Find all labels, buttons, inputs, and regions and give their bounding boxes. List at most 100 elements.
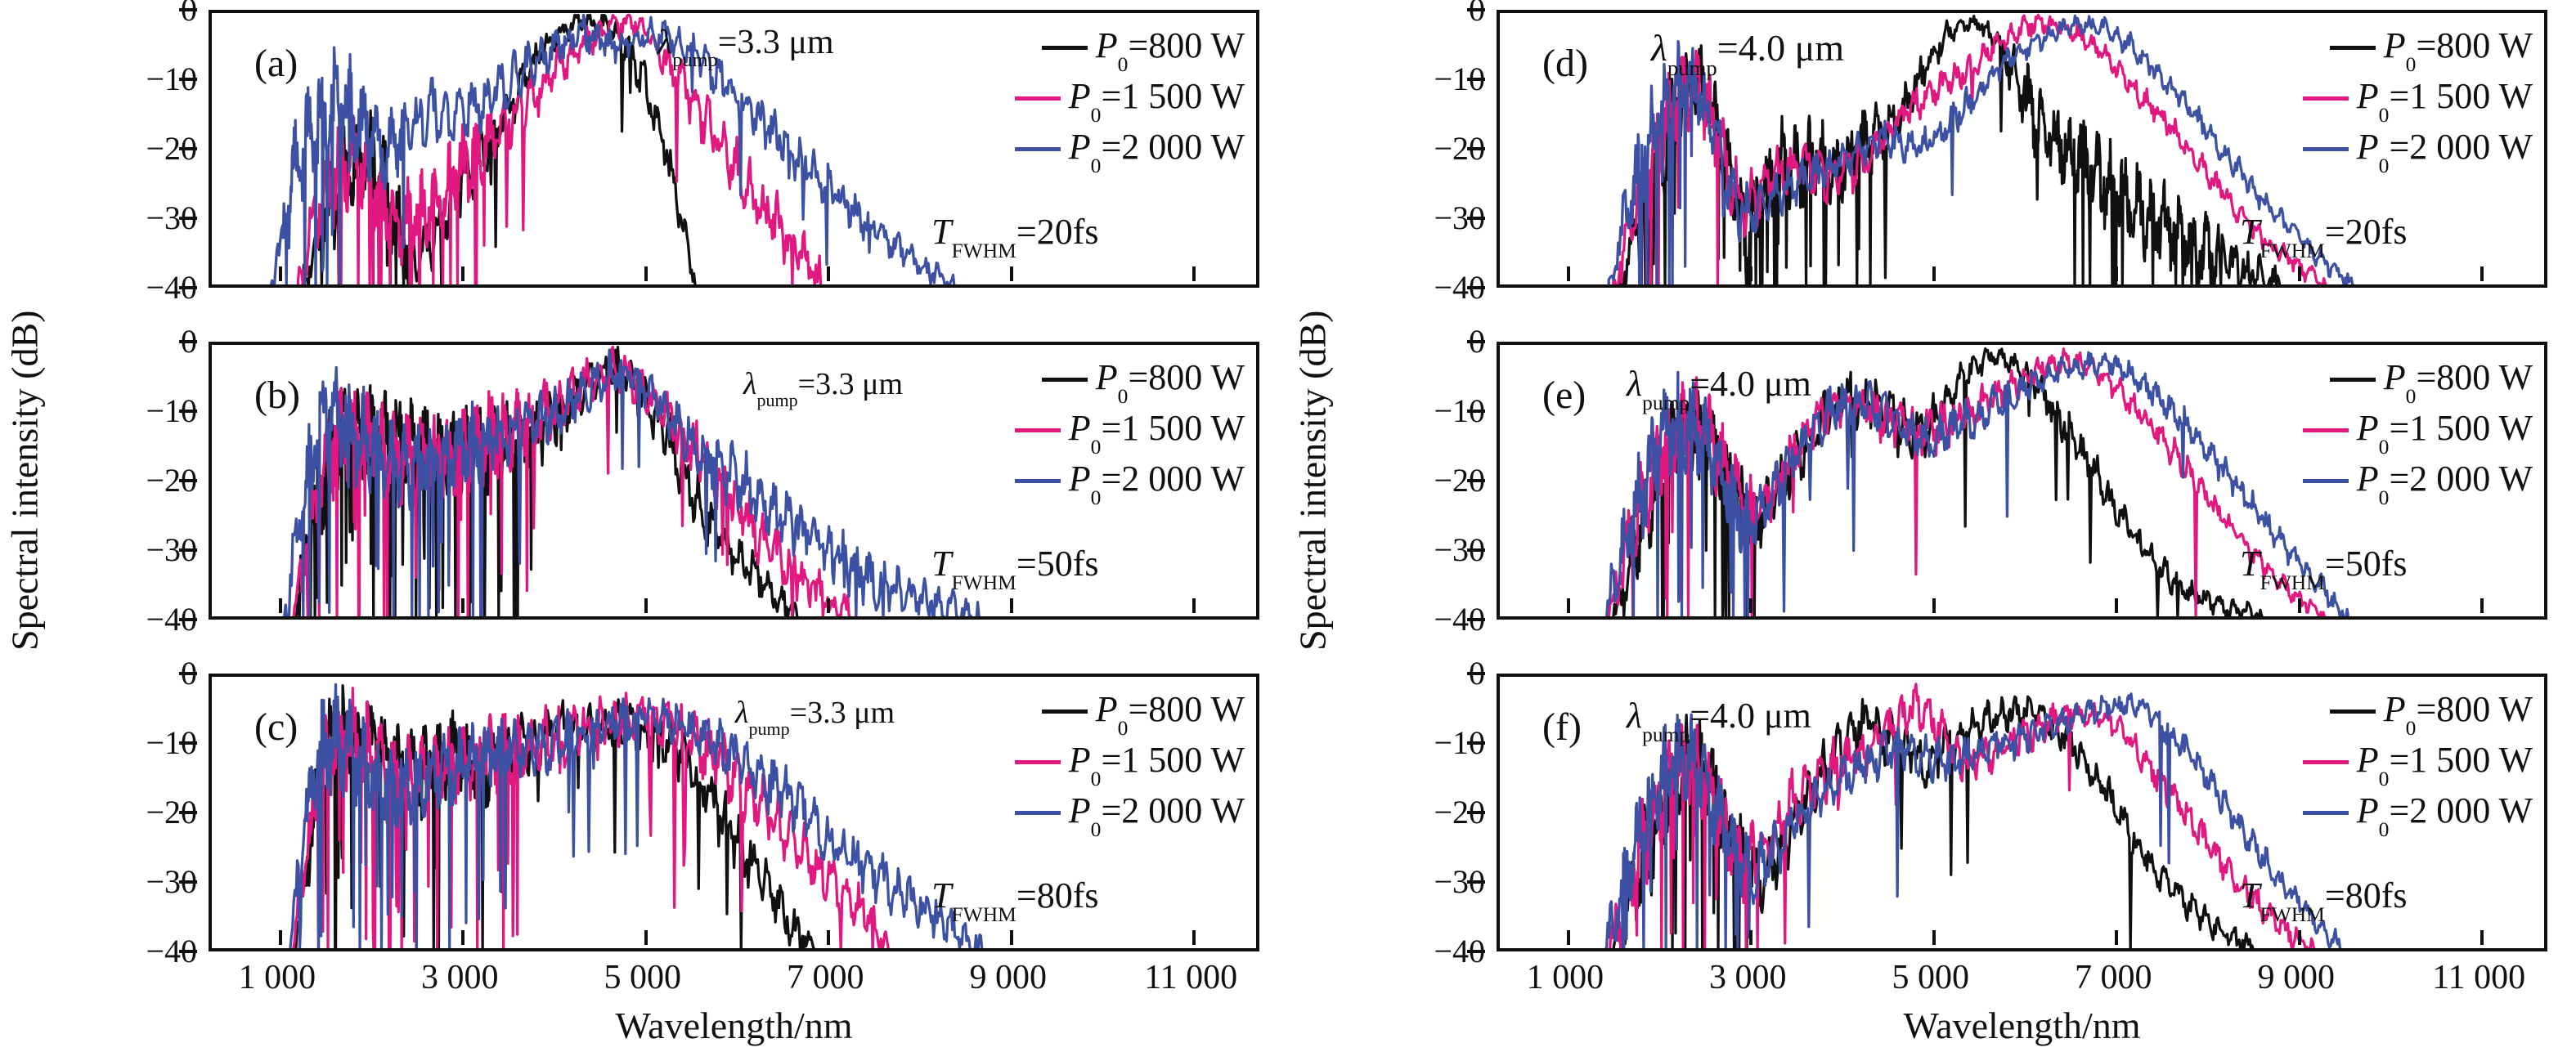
legend-symbol: P bbox=[1095, 689, 1118, 729]
x-axis-ticks-right: 1 000 3 000 5 000 7 000 9 000 11 000 bbox=[1497, 958, 2547, 999]
x-axis-ticks-left: 1 000 3 000 5 000 7 000 9 000 11 000 bbox=[209, 958, 1259, 999]
legend-label: =1 500 W bbox=[1101, 76, 1245, 116]
y-tick-label: 0 bbox=[1469, 655, 1485, 692]
legend-line-swatch bbox=[2302, 146, 2349, 151]
y-tick-label: −20 bbox=[146, 462, 197, 499]
legend-text: P0=1 500 W bbox=[1068, 739, 1245, 790]
legend-text: P0=2 000 W bbox=[2357, 126, 2533, 177]
legend-subscript: 0 bbox=[1117, 383, 1129, 408]
y-tick-mark bbox=[179, 811, 197, 814]
legend-symbol: P bbox=[1068, 127, 1091, 167]
t-symbol: T bbox=[931, 212, 952, 252]
y-tick-mark bbox=[179, 340, 197, 343]
legend-subscript: 0 bbox=[2405, 715, 2417, 740]
y-tick-mark bbox=[179, 410, 197, 413]
legend-item: P0=800 W bbox=[1041, 356, 1245, 408]
legend-line-swatch bbox=[1041, 45, 1088, 50]
y-tick-label: −30 bbox=[1434, 199, 1485, 236]
y-tick-label: 0 bbox=[181, 323, 197, 360]
spectrum-curve-black bbox=[1612, 695, 2255, 948]
x-tick-mark bbox=[278, 266, 282, 281]
spectra-curves bbox=[289, 683, 984, 948]
x-tick-mark bbox=[2297, 266, 2301, 281]
panel-a: 0 −10 −20 −30 −40 (a) λpump=3.3 μm TFWHM=20f… bbox=[146, 0, 1259, 306]
y-tick-mark bbox=[1467, 78, 1485, 81]
pump-value: =3.3 μm bbox=[789, 696, 895, 730]
legend-item: P0=2 000 W bbox=[2302, 790, 2533, 841]
legend-subscript: 0 bbox=[1090, 485, 1102, 509]
legend-line-swatch bbox=[2302, 810, 2349, 815]
y-tick-label: −40 bbox=[146, 601, 197, 638]
x-tick-mark bbox=[2115, 930, 2119, 945]
legend-label: =1 500 W bbox=[1101, 740, 1245, 780]
legend-item: P0=2 000 W bbox=[2302, 458, 2533, 509]
spectra-curves bbox=[1607, 13, 2354, 284]
legend-subscript: 0 bbox=[1117, 51, 1129, 76]
y-tick-mark bbox=[1467, 811, 1485, 814]
y-tick-label: −20 bbox=[1434, 794, 1485, 830]
x-tick-label: 5 000 bbox=[604, 959, 682, 996]
legend-subscript: 0 bbox=[2405, 383, 2417, 408]
spectrum-curve-magenta bbox=[292, 687, 890, 948]
x-tick-label: 7 000 bbox=[786, 959, 864, 996]
legend-item: P0=800 W bbox=[1041, 688, 1245, 740]
x-tick-mark bbox=[1566, 930, 1570, 945]
panel-letter: (c) bbox=[254, 705, 298, 749]
tfwhm-annotation: TFWHM=20fs bbox=[931, 211, 1098, 262]
y-tick-label: −20 bbox=[146, 794, 197, 830]
legend-text: P0=1 500 W bbox=[2357, 407, 2533, 459]
y-tick-label: 0 bbox=[181, 0, 197, 28]
legend-label: =800 W bbox=[1128, 25, 1245, 65]
spectrum-curve-blue bbox=[1604, 692, 2342, 948]
spectra-curves bbox=[269, 13, 956, 284]
legend-text: P0=2 000 W bbox=[2357, 790, 2533, 841]
y-tick-label: 0 bbox=[1469, 0, 1485, 28]
legend-line-swatch bbox=[1014, 146, 1061, 151]
panel-f: 0 −10 −20 −30 −40 (f) λpump=4.0 μm TFWHM=80f… bbox=[1434, 656, 2547, 969]
legend-item: P0=1 500 W bbox=[2302, 75, 2533, 127]
y-tick-mark bbox=[1467, 8, 1485, 11]
legend-item: P0=800 W bbox=[2329, 356, 2533, 408]
y-tick-label: −10 bbox=[1434, 724, 1485, 761]
legend-subscript: 0 bbox=[2378, 102, 2390, 127]
x-tick-label: 7 000 bbox=[2074, 959, 2152, 996]
y-tick-mark bbox=[179, 479, 197, 482]
legend: P0=800 W P0=1 500 W P0=2 000 W bbox=[819, 351, 1245, 523]
legend-symbol: P bbox=[1068, 740, 1091, 780]
t-symbol: T bbox=[931, 544, 952, 584]
legend-subscript: 0 bbox=[1090, 817, 1102, 841]
x-tick-mark bbox=[461, 266, 465, 281]
legend-line-swatch bbox=[2329, 45, 2376, 50]
legend-symbol: P bbox=[1068, 408, 1091, 448]
legend-line-swatch bbox=[1041, 377, 1088, 382]
y-axis-ticks: 0 −10 −20 −30 −40 bbox=[1333, 0, 1485, 306]
legend-label: =1 500 W bbox=[1101, 408, 1245, 448]
x-tick-mark bbox=[1749, 266, 1753, 281]
y-tick-mark bbox=[1467, 147, 1485, 150]
y-tick-label: −30 bbox=[1434, 531, 1485, 568]
legend-label: =2 000 W bbox=[2389, 127, 2533, 167]
legend-label: =1 500 W bbox=[2389, 76, 2533, 116]
pump-annotation: λpump=4.0 μm bbox=[1651, 26, 1844, 80]
legend-subscript: 0 bbox=[1117, 715, 1129, 740]
panel-letter: (b) bbox=[254, 374, 300, 417]
x-tick-label: 3 000 bbox=[421, 959, 499, 996]
y-tick-label: −40 bbox=[1434, 601, 1485, 638]
y-axis-ticks: 0 −10 −20 −30 −40 bbox=[45, 324, 197, 638]
t-symbol: T bbox=[2240, 544, 2260, 584]
y-tick-mark bbox=[1467, 217, 1485, 220]
legend-label: =2 000 W bbox=[2389, 459, 2533, 499]
legend-text: P0=800 W bbox=[1096, 25, 1245, 76]
fwhm-subscript: FWHM bbox=[2260, 238, 2325, 262]
spectrum-curve-blue bbox=[269, 13, 956, 284]
legend-text: P0=2 000 W bbox=[1069, 790, 1245, 841]
x-tick-mark bbox=[2480, 930, 2484, 945]
legend-line-swatch bbox=[2329, 709, 2376, 714]
legend-item: P0=1 500 W bbox=[2302, 407, 2533, 459]
fwhm-subscript: FWHM bbox=[951, 238, 1016, 262]
x-tick-mark bbox=[1932, 930, 1936, 945]
y-tick-mark bbox=[1467, 340, 1485, 343]
spectrum-curve-black bbox=[301, 13, 697, 284]
legend-subscript: 0 bbox=[1090, 102, 1102, 127]
